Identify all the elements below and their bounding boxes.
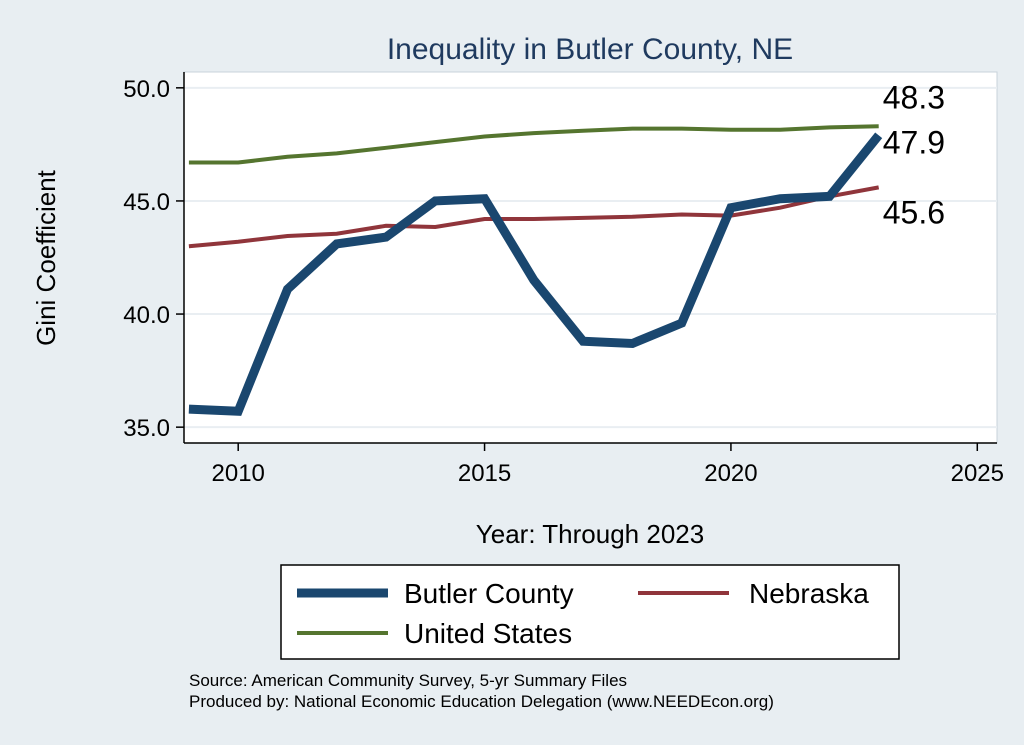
- legend-label-united-states: United States: [404, 618, 572, 649]
- x-tick-label: 2025: [951, 460, 1004, 487]
- y-tick-label: 50.0: [123, 76, 170, 103]
- y-axis-ticks: 35.0 40.0 45.0 50.0: [123, 76, 184, 442]
- end-value-labels: 47.9 45.6 48.3: [883, 79, 945, 230]
- x-axis-ticks: 2010 2015 2020 2025: [212, 443, 1004, 487]
- y-tick-label: 35.0: [123, 415, 170, 442]
- x-tick-label: 2020: [704, 460, 757, 487]
- end-label-butler-county: 47.9: [883, 124, 945, 160]
- y-tick-label: 40.0: [123, 302, 170, 329]
- legend-box: [280, 564, 900, 660]
- produced-by-note: Produced by: National Economic Education…: [189, 692, 774, 711]
- x-axis-title: Year: Through 2023: [476, 519, 704, 549]
- series-line-butler-county: [188, 132, 883, 416]
- x-tick-label: 2015: [458, 460, 511, 487]
- y-tick-label: 45.0: [123, 189, 170, 216]
- series-lines: [188, 124, 883, 416]
- x-tick-label: 2010: [212, 460, 265, 487]
- chart-title: Inequality in Butler County, NE: [387, 33, 793, 66]
- gridlines: [184, 86, 997, 429]
- end-label-nebraska: 45.6: [883, 194, 945, 230]
- legend: Butler County Nebraska United States: [280, 564, 900, 660]
- end-label-united-states: 48.3: [883, 79, 945, 115]
- legend-label-nebraska: Nebraska: [749, 578, 869, 609]
- source-note: Source: American Community Survey, 5-yr …: [189, 671, 627, 690]
- series-line-united-states: [188, 124, 879, 165]
- y-axis-title: Gini Coefficient: [31, 169, 61, 346]
- series-line-nebraska: [188, 185, 880, 249]
- legend-label-butler-county: Butler County: [404, 578, 574, 609]
